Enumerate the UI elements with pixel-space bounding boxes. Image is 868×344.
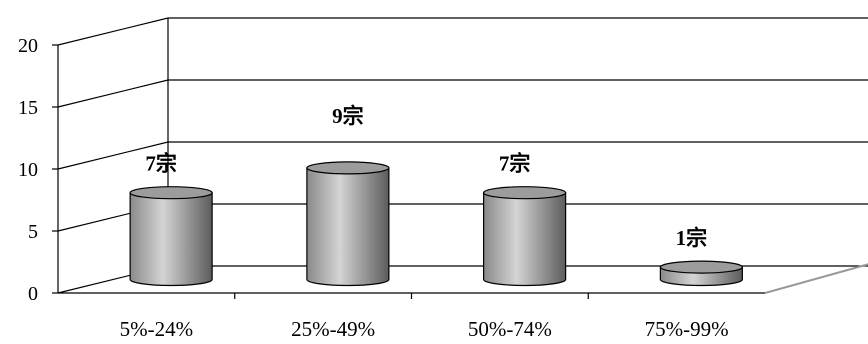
x-tick-label: 25%-49% [291,317,375,341]
y-axis-ticks: 0 5 10 15 20 [18,35,58,305]
bars [129,161,743,287]
bar-body [306,167,390,287]
x-tick-label: 75%-99% [645,317,729,341]
bar-body [483,192,567,287]
x-axis-ticks: 5%-24% 25%-49% 50%-74% 75%-99% [120,293,729,341]
bar-top [306,161,390,175]
y-tick-label: 0 [28,283,38,305]
bar-3 [659,260,743,287]
gridline-side-4 [57,17,169,46]
x-tick-label: 5%-24% [120,317,193,341]
bar-1 [306,161,390,287]
bar-top [129,186,213,200]
data-label: 7宗 [499,152,531,176]
y-tick-label: 5 [28,221,38,243]
y-tick-label: 20 [18,35,38,57]
data-labels: 7宗 9宗 7宗 1宗 [145,104,707,250]
bar-top [659,260,743,274]
bar-top [483,186,567,200]
bar-0 [129,186,213,287]
gridlines [57,17,868,294]
data-label: 7宗 [145,152,177,176]
y-tick-label: 15 [18,97,38,119]
data-label: 1宗 [676,226,708,250]
bar-2 [483,186,567,287]
floor-right-edge [764,263,868,294]
x-tick-label: 50%-74% [468,317,552,341]
bar-body [129,192,213,287]
y-tick-label: 10 [18,159,38,181]
data-label: 9宗 [332,104,364,128]
gridline-side-3 [57,79,169,108]
gridline-side-2 [57,141,169,170]
